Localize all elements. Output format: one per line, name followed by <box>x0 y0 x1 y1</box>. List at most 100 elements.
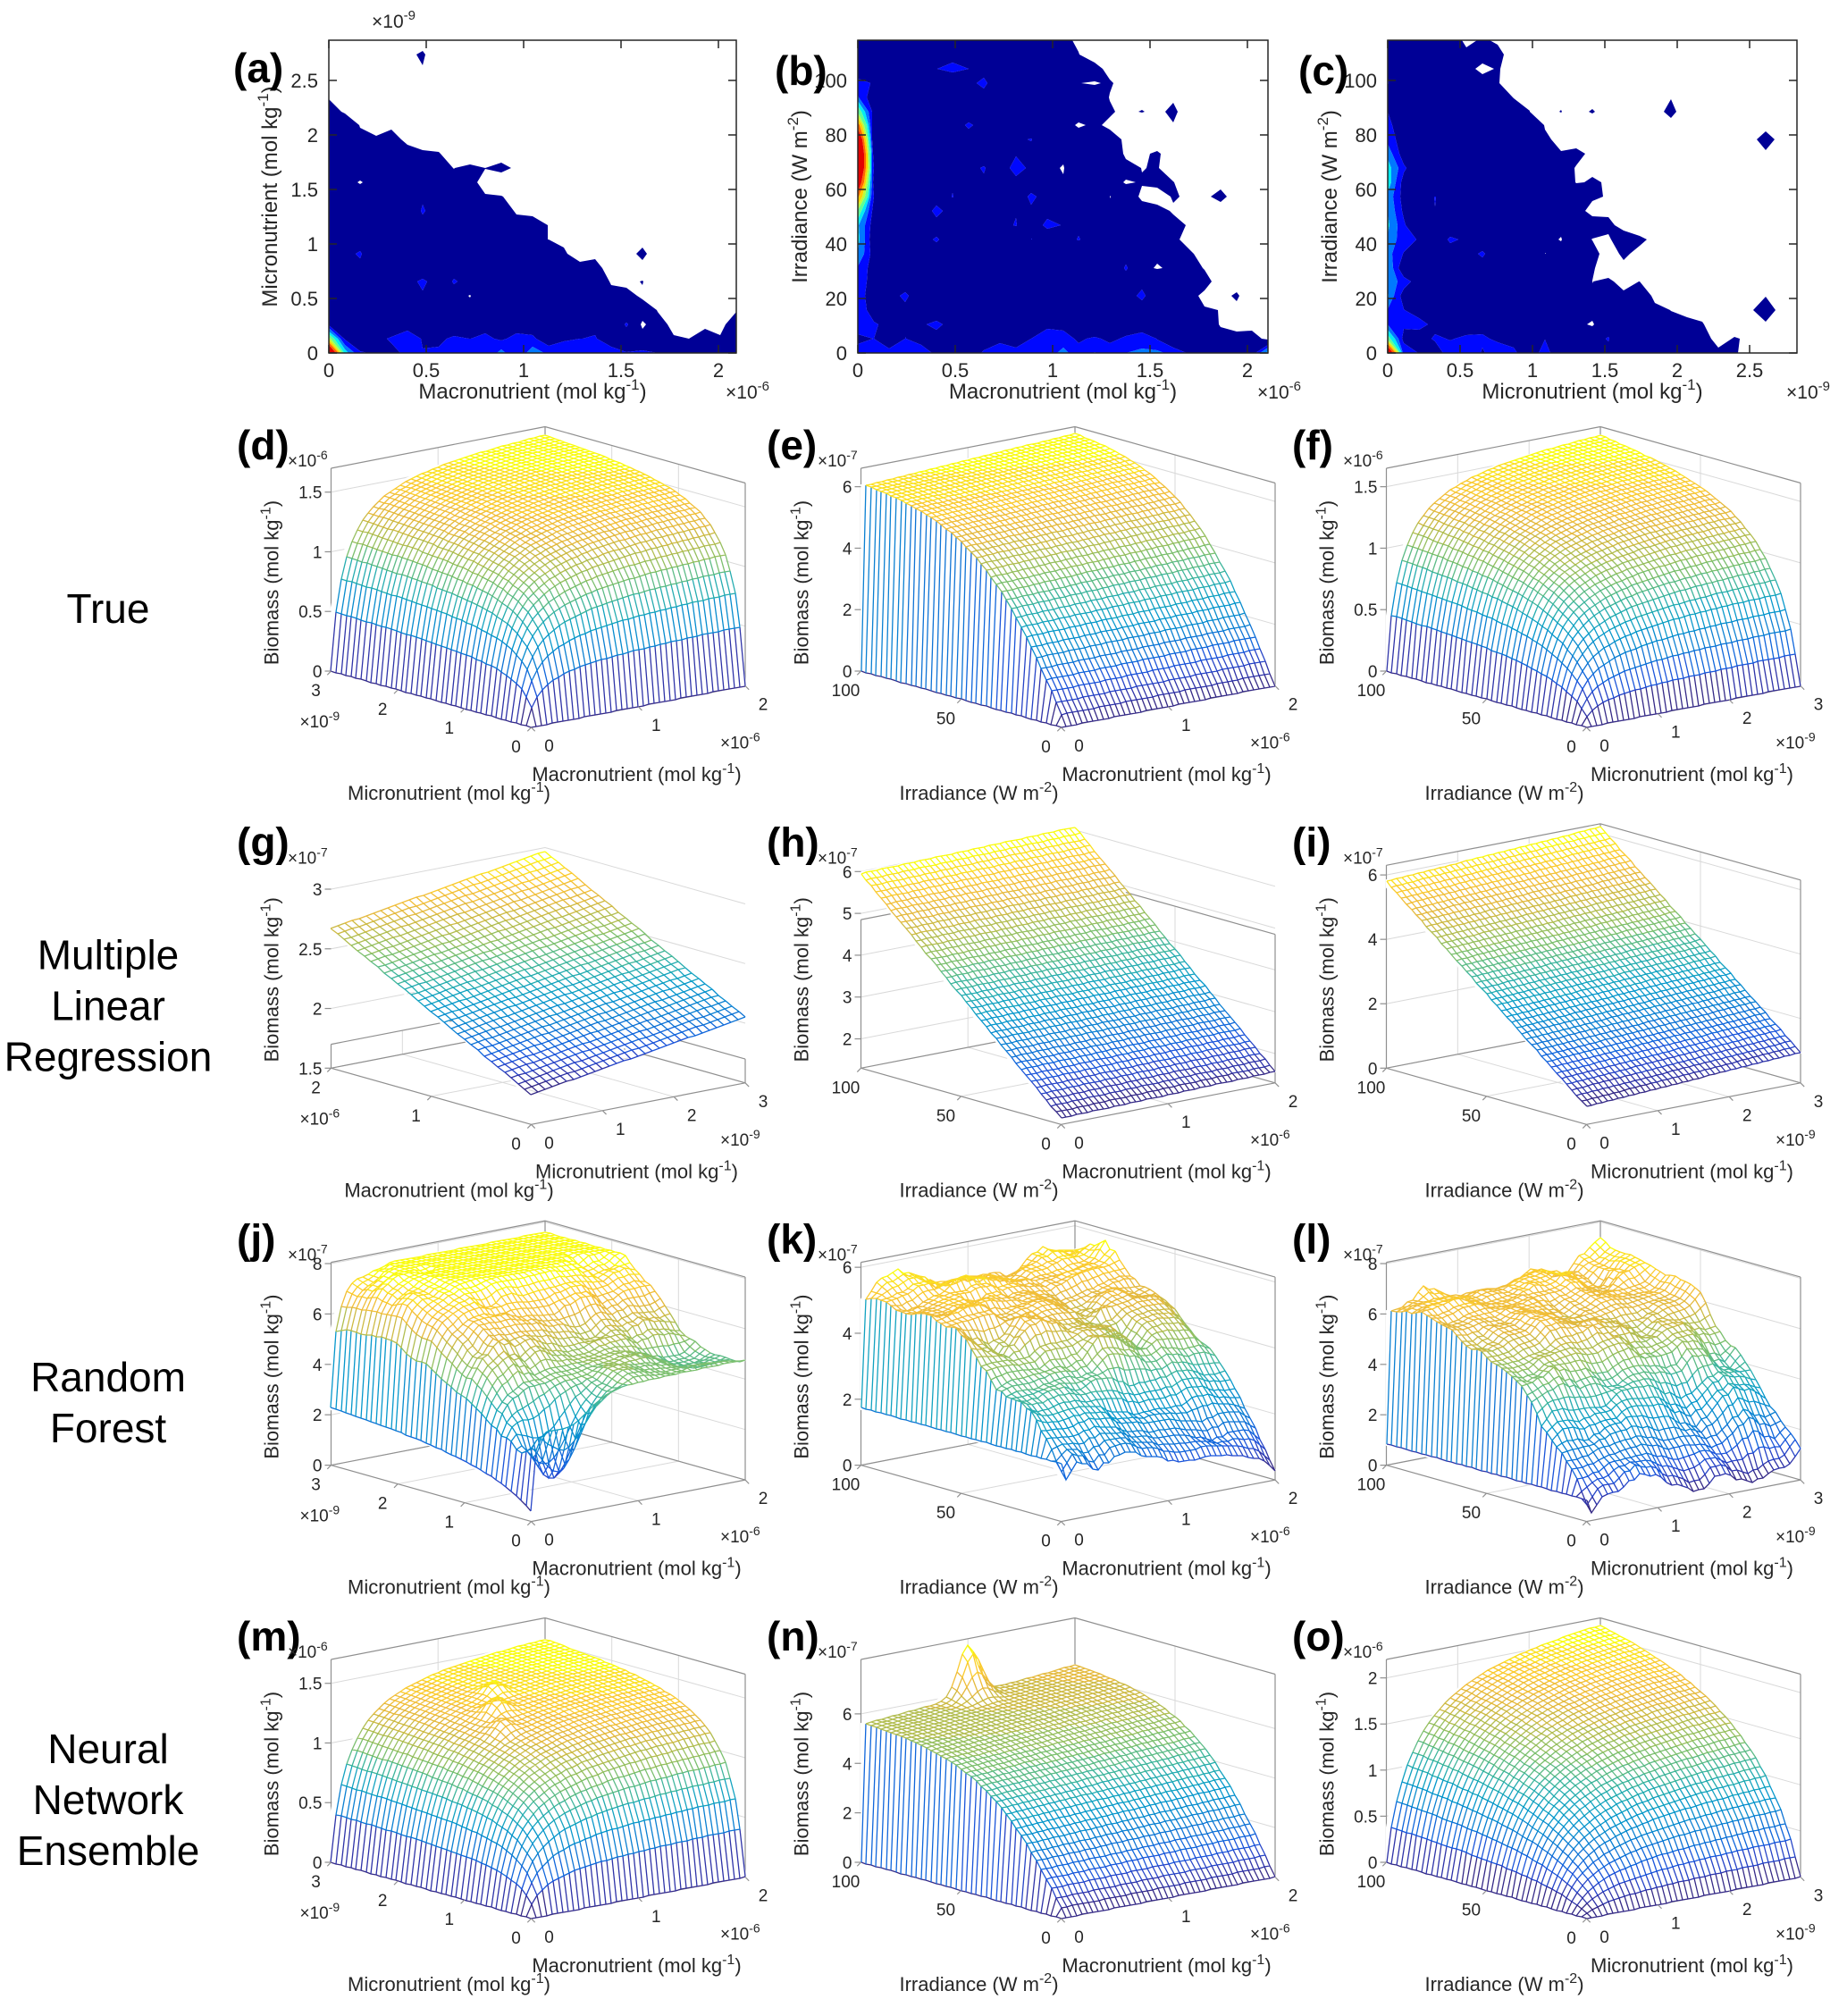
svg-text:50: 50 <box>936 1902 955 1920</box>
svg-text:(m): (m) <box>237 1613 301 1659</box>
svg-text:1.5: 1.5 <box>290 179 318 201</box>
svg-text:0.5: 0.5 <box>1354 601 1377 620</box>
svg-text:2: 2 <box>759 696 768 715</box>
svg-text:(a): (a) <box>233 45 283 91</box>
svg-text:100: 100 <box>832 1873 861 1892</box>
svg-text:(n): (n) <box>767 1613 819 1659</box>
svg-text:Ensemble: Ensemble <box>17 1827 200 1874</box>
svg-text:2: 2 <box>1368 995 1378 1014</box>
svg-text:50: 50 <box>1462 1902 1481 1920</box>
svg-text:0: 0 <box>1074 1532 1084 1550</box>
svg-text:0: 0 <box>1041 738 1051 757</box>
svg-text:3: 3 <box>1814 1887 1824 1906</box>
svg-text:Micronutrient (mol kg-1): Micronutrient (mol kg-1) <box>348 780 550 804</box>
svg-text:0: 0 <box>323 359 334 382</box>
svg-text:2: 2 <box>1242 359 1253 382</box>
svg-text:80: 80 <box>826 124 847 147</box>
svg-text:Macronutrient (mol kg-1): Macronutrient (mol kg-1) <box>418 376 646 404</box>
svg-text:2: 2 <box>1289 1490 1298 1508</box>
svg-text:×10-7: ×10-7 <box>1343 844 1383 868</box>
svg-text:1: 1 <box>651 1908 661 1927</box>
svg-text:1.5: 1.5 <box>1137 359 1164 382</box>
svg-text:1: 1 <box>1047 359 1058 382</box>
svg-text:3: 3 <box>759 1093 768 1112</box>
svg-text:3: 3 <box>313 881 323 900</box>
svg-text:0: 0 <box>544 1134 554 1153</box>
svg-text:Irradiance (W m-2): Irradiance (W m-2) <box>1424 1177 1583 1201</box>
svg-text:Macronutrient (mol kg-1): Macronutrient (mol kg-1) <box>1062 1556 1271 1580</box>
svg-text:Micronutrient (mol kg-1): Micronutrient (mol kg-1) <box>1591 761 1793 785</box>
svg-text:2: 2 <box>1289 1093 1298 1112</box>
svg-text:3: 3 <box>1814 696 1824 715</box>
svg-text:(f): (f) <box>1292 422 1333 468</box>
svg-text:100: 100 <box>1357 1476 1386 1495</box>
svg-text:(j): (j) <box>237 1216 275 1263</box>
svg-text:Micronutrient (mol kg-1): Micronutrient (mol kg-1) <box>535 1158 738 1182</box>
svg-text:3: 3 <box>843 989 852 1008</box>
svg-text:0: 0 <box>836 342 847 365</box>
svg-text:1.5: 1.5 <box>1354 1716 1377 1735</box>
svg-text:Biomass (mol kg-1): Biomass (mol kg-1) <box>259 1295 283 1459</box>
svg-text:Neural: Neural <box>47 1726 169 1772</box>
svg-text:0: 0 <box>1074 737 1084 756</box>
svg-text:Random: Random <box>30 1354 186 1400</box>
svg-text:1.5: 1.5 <box>1591 359 1619 382</box>
svg-text:×10-6: ×10-6 <box>1343 448 1383 471</box>
svg-text:0.5: 0.5 <box>1447 359 1474 382</box>
svg-text:6: 6 <box>843 1706 852 1725</box>
svg-text:2: 2 <box>843 1391 852 1410</box>
svg-text:0: 0 <box>544 1532 554 1550</box>
svg-text:0: 0 <box>1368 1457 1378 1476</box>
svg-text:Forest: Forest <box>50 1405 167 1451</box>
svg-text:0: 0 <box>1041 1533 1051 1551</box>
svg-text:1: 1 <box>1527 359 1538 382</box>
svg-text:Irradiance (W m-2): Irradiance (W m-2) <box>899 1177 1058 1201</box>
svg-text:2: 2 <box>1672 359 1683 382</box>
svg-text:True: True <box>67 585 150 632</box>
svg-text:Biomass (mol kg-1): Biomass (mol kg-1) <box>259 897 283 1062</box>
svg-text:1: 1 <box>1671 1915 1681 1934</box>
svg-text:2: 2 <box>1742 1106 1752 1125</box>
svg-text:0: 0 <box>511 738 521 757</box>
svg-text:Linear: Linear <box>51 982 165 1029</box>
svg-text:5: 5 <box>843 905 852 924</box>
svg-text:0: 0 <box>1382 359 1393 382</box>
svg-text:0: 0 <box>1074 1928 1084 1947</box>
svg-text:2: 2 <box>311 1079 321 1097</box>
svg-text:0: 0 <box>1368 1060 1378 1079</box>
svg-text:100: 100 <box>832 1079 861 1097</box>
svg-text:Micronutrient (mol kg-1): Micronutrient (mol kg-1) <box>348 1971 550 1995</box>
svg-text:6: 6 <box>1368 1306 1378 1324</box>
svg-text:1: 1 <box>1671 1517 1681 1536</box>
svg-text:0: 0 <box>544 737 554 756</box>
svg-text:1.5: 1.5 <box>608 359 635 382</box>
svg-text:0: 0 <box>843 1854 852 1873</box>
svg-text:0: 0 <box>1041 1135 1051 1154</box>
svg-text:6: 6 <box>843 479 852 498</box>
svg-text:1.5: 1.5 <box>298 1060 322 1079</box>
svg-text:Biomass (mol kg-1): Biomass (mol kg-1) <box>259 1692 283 1856</box>
svg-text:3: 3 <box>1814 1490 1824 1508</box>
svg-text:1: 1 <box>1368 1762 1378 1781</box>
svg-text:0: 0 <box>1368 1854 1378 1873</box>
svg-text:2.5: 2.5 <box>1736 359 1764 382</box>
svg-text:6: 6 <box>843 1259 852 1278</box>
svg-text:0: 0 <box>313 663 323 682</box>
svg-text:Macronutrient (mol kg-1): Macronutrient (mol kg-1) <box>344 1177 553 1201</box>
svg-text:100: 100 <box>832 682 861 701</box>
svg-text:2: 2 <box>1742 1504 1752 1523</box>
svg-text:0: 0 <box>843 663 852 682</box>
svg-text:100: 100 <box>832 1476 861 1495</box>
svg-text:6: 6 <box>843 863 852 882</box>
svg-text:Micronutrient (mol kg-1): Micronutrient (mol kg-1) <box>255 86 282 307</box>
svg-text:0: 0 <box>1566 1135 1576 1154</box>
svg-text:50: 50 <box>1462 1504 1481 1523</box>
svg-text:50: 50 <box>936 1107 955 1126</box>
svg-text:50: 50 <box>1462 710 1481 729</box>
svg-text:4: 4 <box>313 1357 323 1375</box>
svg-text:2: 2 <box>378 1892 388 1911</box>
svg-text:Macronutrient (mol kg-1): Macronutrient (mol kg-1) <box>1062 1158 1271 1182</box>
svg-text:0: 0 <box>511 1533 521 1551</box>
svg-text:Multiple: Multiple <box>38 931 180 978</box>
svg-text:Micronutrient (mol kg-1): Micronutrient (mol kg-1) <box>1591 1158 1793 1182</box>
